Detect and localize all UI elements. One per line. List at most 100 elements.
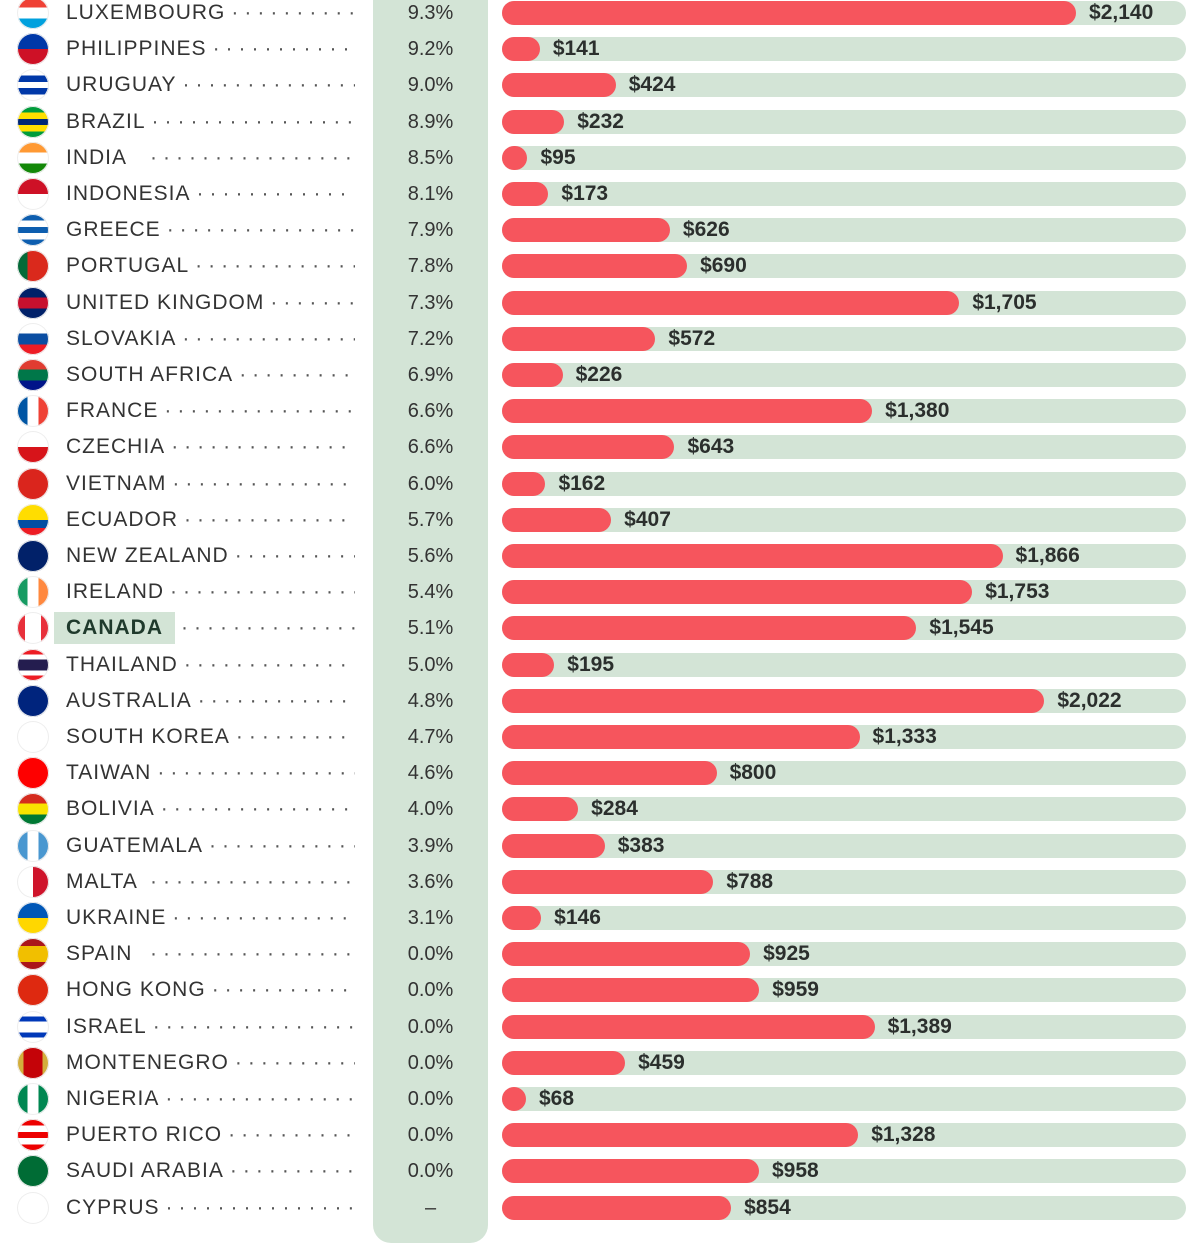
- country-label: FRANCE: [66, 399, 159, 423]
- flag-icon: [17, 974, 49, 1007]
- value-label: $959: [772, 978, 819, 1002]
- flag-icon: [17, 141, 49, 174]
- bar-track: [502, 182, 1186, 206]
- bar: [502, 471, 546, 496]
- value-label: $1,380: [885, 399, 950, 423]
- dot-leader: ········································: [234, 1050, 355, 1074]
- country-label: IRELAND: [66, 580, 165, 604]
- chart-row: CYPRUS··································…: [0, 1190, 1200, 1226]
- percentage-label: 0.0%: [407, 1160, 454, 1183]
- bar: [502, 1050, 626, 1075]
- dot-leader: ········································: [183, 652, 355, 676]
- country-label: SLOVAKIA: [66, 326, 177, 350]
- dot-leader: ········································: [150, 869, 355, 893]
- country-label: UNITED KINGDOM: [66, 290, 265, 314]
- percentage-label: 6.6%: [407, 436, 454, 459]
- country-label: MONTENEGRO: [66, 1050, 229, 1074]
- percentage-label: 6.9%: [407, 364, 454, 386]
- chart-row: IRELAND·································…: [0, 574, 1200, 610]
- bar: [502, 833, 605, 858]
- dot-leader: ········································: [270, 290, 355, 314]
- value-label: $572: [668, 326, 716, 350]
- percentage-label: 4.8%: [407, 689, 454, 712]
- percentage-label: 5.6%: [407, 545, 454, 567]
- flag-icon: [17, 1083, 49, 1115]
- chart-row: NEW ZEALAND·····························…: [0, 538, 1200, 574]
- country-label: INDIA: [66, 145, 128, 169]
- flag-icon: [17, 503, 49, 536]
- bar: [502, 254, 688, 279]
- bar-track: [502, 37, 1186, 62]
- percentage-label: 3.9%: [407, 834, 454, 857]
- dot-leader: ········································: [170, 580, 355, 604]
- value-label: $800: [729, 761, 777, 785]
- dot-leader: ········································: [152, 1014, 355, 1038]
- bar: [502, 363, 563, 387]
- value-label: $195: [567, 652, 615, 676]
- value-label: $232: [577, 109, 624, 133]
- bar: [502, 182, 549, 206]
- flag-icon: [17, 33, 49, 66]
- country-label: THAILAND: [66, 652, 178, 676]
- country-label: MALTA: [66, 869, 138, 893]
- percentage-label: 5.0%: [407, 653, 454, 676]
- chart-row: UNITED KINGDOM··························…: [0, 285, 1200, 321]
- value-label: $1,866: [1015, 544, 1080, 567]
- percentage-label: 4.0%: [407, 798, 454, 821]
- dot-leader: ········································: [229, 1159, 355, 1183]
- chart-row: HONG KONG·······························…: [0, 972, 1200, 1008]
- bar-track: [502, 797, 1186, 822]
- percentage-label: 0.0%: [407, 1051, 454, 1074]
- dot-leader: ········································: [196, 182, 355, 205]
- value-label: $383: [617, 833, 665, 857]
- flag-icon: [17, 250, 49, 283]
- country-label: INDONESIA: [66, 182, 191, 205]
- bar: [502, 1123, 859, 1148]
- flag-icon: [17, 322, 49, 355]
- value-label: $1,333: [872, 725, 937, 748]
- country-label: BRAZIL: [66, 109, 146, 133]
- chart-row: VIETNAM·································…: [0, 466, 1200, 502]
- country-label: ISRAEL: [66, 1014, 147, 1038]
- value-label: $626: [682, 218, 730, 242]
- value-label: $1,753: [985, 580, 1050, 604]
- flag-icon: [17, 1191, 49, 1224]
- dot-leader: ········································: [182, 326, 355, 350]
- percentage-label: 5.7%: [407, 508, 454, 531]
- country-label: TAIWAN: [66, 761, 152, 785]
- flag-icon: [17, 105, 49, 138]
- flag-icon: [17, 1010, 49, 1043]
- value-label: $854: [744, 1195, 791, 1219]
- value-label: $643: [687, 435, 735, 459]
- dot-leader: ········································: [166, 218, 355, 242]
- country-label: VIETNAM: [66, 471, 167, 495]
- chart-row: FRANCE··································…: [0, 393, 1200, 429]
- bar: [502, 869, 714, 894]
- dot-leader: ········································: [211, 978, 355, 1002]
- flag-icon: [17, 0, 49, 29]
- flag-icon: [17, 431, 49, 464]
- percentage-label: 6.0%: [407, 472, 454, 495]
- bar: [502, 544, 1003, 568]
- chart-row: UKRAINE·································…: [0, 900, 1200, 936]
- chart-row: TAIWAN··································…: [0, 755, 1200, 791]
- country-label: SOUTH AFRICA: [66, 363, 234, 386]
- dot-leader: ········································: [239, 363, 355, 386]
- chart-row: SOUTH AFRICA····························…: [0, 357, 1200, 393]
- value-label: $407: [624, 507, 671, 531]
- bar: [502, 290, 960, 315]
- chart-row: INDONESIA·······························…: [0, 176, 1200, 212]
- dot-leader: ········································: [165, 1087, 355, 1110]
- flag-icon: [17, 359, 49, 391]
- flag-icon: [17, 1119, 49, 1152]
- dot-leader: ········································: [172, 906, 355, 929]
- country-label: UKRAINE: [66, 906, 167, 929]
- chart-row: ECUADOR·································…: [0, 502, 1200, 538]
- flag-icon: [17, 395, 49, 428]
- value-label: $2,140: [1089, 1, 1154, 24]
- bar-track: [502, 145, 1186, 170]
- percentage-label: 9.3%: [407, 2, 454, 24]
- bar: [502, 507, 612, 532]
- flag-icon: [17, 684, 49, 717]
- flag-icon: [17, 467, 49, 500]
